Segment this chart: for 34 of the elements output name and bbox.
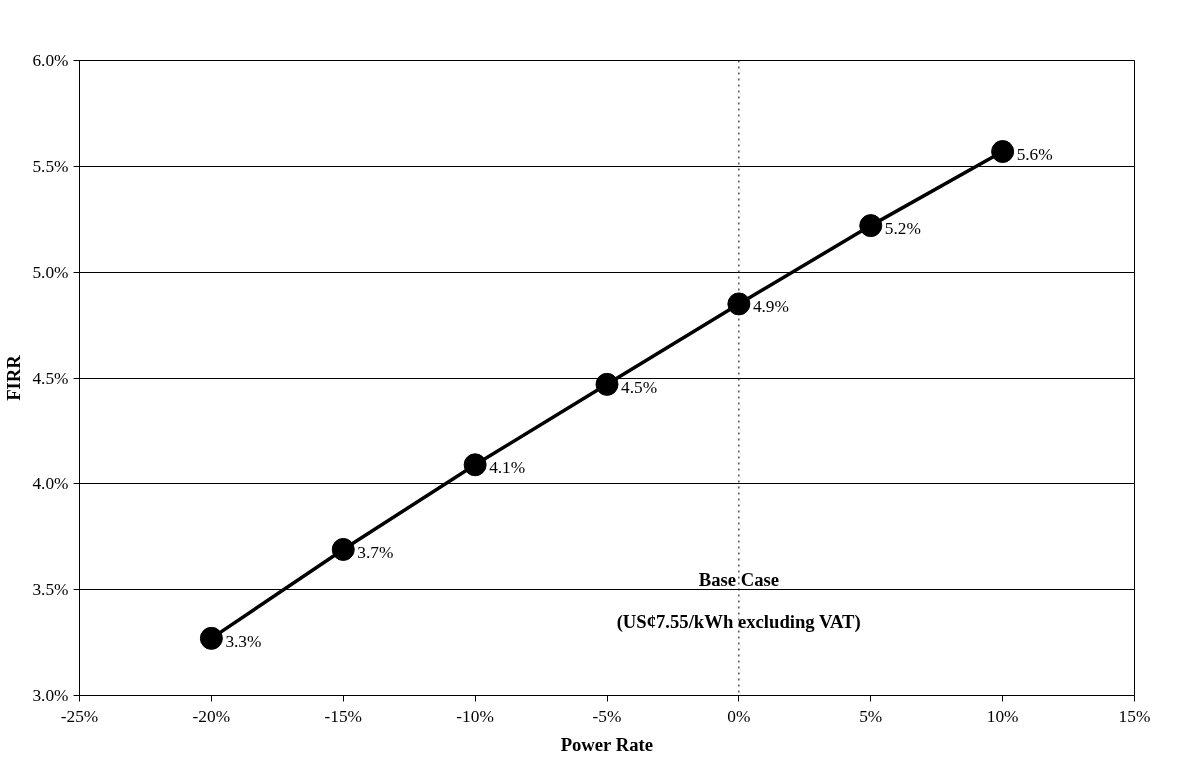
x-tick-label: 10%	[986, 706, 1019, 726]
x-tick-label: -25%	[60, 706, 99, 726]
y-tick-label: 4.5%	[32, 368, 69, 388]
y-axis-title: FIRR	[3, 354, 25, 401]
point	[199, 626, 223, 650]
x-tick-label: -20%	[192, 706, 231, 726]
data-label: 3.7%	[357, 542, 394, 562]
data-label: 5.2%	[884, 219, 921, 239]
x-tick-label: 0%	[727, 706, 751, 726]
point	[859, 214, 883, 238]
x-tick-label: -15%	[324, 706, 363, 726]
data-label: 3.3%	[225, 631, 262, 651]
annotation: (US¢7.55/kWh excluding VAT)	[616, 610, 861, 633]
point	[595, 372, 619, 396]
point	[331, 537, 355, 561]
y-tick-label: 5.0%	[32, 262, 69, 282]
data-label: 4.1%	[489, 458, 526, 478]
annotation: Base Case	[698, 568, 780, 590]
data-label: 5.6%	[1016, 145, 1053, 165]
y-tick-label: 4.0%	[32, 474, 69, 494]
point	[991, 140, 1015, 163]
x-tick-label: -10%	[456, 706, 494, 726]
y-tick-label: 3.5%	[32, 580, 69, 600]
x-tick-label: 5%	[859, 706, 883, 726]
y-tick-label: 3.0%	[32, 686, 69, 705]
y-tick-label: 6.0%	[32, 51, 69, 70]
x-axis-title: Power Rate	[560, 733, 654, 755]
point	[463, 453, 487, 477]
x-tick-label: 15%	[1118, 706, 1151, 726]
point	[727, 292, 751, 316]
data-label: 4.5%	[621, 377, 658, 397]
data-label: 4.9%	[752, 297, 789, 317]
x-tick-label: -5%	[592, 706, 622, 726]
y-tick-label: 5.5%	[32, 156, 69, 176]
